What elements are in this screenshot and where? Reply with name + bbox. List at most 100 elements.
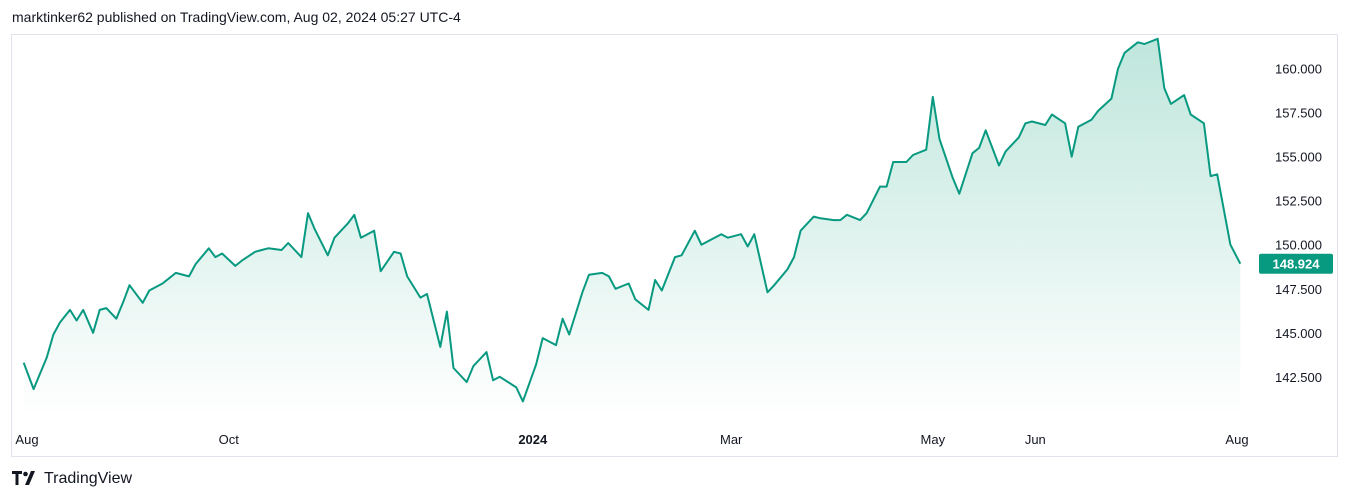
x-tick-label: Aug [15,432,38,447]
data-point [740,233,742,235]
data-point [221,253,223,255]
data-point [334,237,336,239]
data-point [1051,114,1053,116]
data-point [958,193,960,195]
data-point [1183,94,1185,96]
x-tick-label: Mar [720,432,743,447]
data-point [234,265,236,267]
data-point [59,321,61,323]
data-point [148,290,150,292]
data-point [634,298,636,300]
data-point [353,214,355,216]
data-point [115,318,117,320]
y-tick-label: 142.500 [1275,370,1322,385]
data-point [681,254,683,256]
data-point [439,346,441,348]
data-point [1124,52,1126,54]
data-point [406,275,408,277]
data-point [932,96,934,98]
data-point [886,186,888,188]
data-point [466,381,468,383]
x-tick-label: 2024 [518,432,548,447]
tradingview-footer[interactable]: TradingView [12,470,132,488]
data-point [767,291,769,293]
data-point [214,256,216,258]
data-point [373,230,375,232]
data-point [786,268,788,270]
data-point [499,376,501,378]
data-point [555,344,557,346]
x-tick-label: Oct [219,432,240,447]
data-point [1044,124,1046,126]
data-point [105,307,107,309]
data-point [1143,43,1145,45]
data-point [661,290,663,292]
data-point [608,275,610,277]
data-point [492,379,494,381]
chart-frame [11,34,1338,457]
data-point [360,237,362,239]
data-point [426,293,428,295]
data-point [1018,136,1020,138]
data-point [208,247,210,249]
data-point [327,254,329,256]
data-point [314,228,316,230]
data-point [700,244,702,246]
price-line [22,37,1242,403]
data-point [833,219,835,221]
data-point [142,302,144,304]
data-point [1110,98,1112,100]
data-point [727,237,729,239]
data-point [859,219,861,221]
data-point [648,309,650,311]
data-point [562,318,564,320]
data-point [522,400,524,402]
data-point [453,367,455,369]
data-point [46,356,48,358]
data-point [694,230,696,232]
data-point [393,251,395,253]
data-point [99,309,101,311]
data-point [615,288,617,290]
data-point [472,365,474,367]
data-point [380,270,382,272]
data-point [905,161,907,163]
data-point [1077,126,1079,128]
data-point [446,311,448,313]
published-info: marktinker62 published on TradingView.co… [12,9,461,25]
data-point [1091,119,1093,121]
data-point [122,302,124,304]
data-point [261,249,263,251]
last-price-badge [1259,253,1333,274]
data-point [978,147,980,149]
y-tick-label: 160.000 [1275,62,1322,77]
data-point [819,217,821,219]
data-point [747,246,749,248]
data-point [753,233,755,235]
data-point [1024,122,1026,124]
data-point [33,388,35,390]
data-point [76,320,78,322]
y-tick-label: 150.000 [1275,238,1322,253]
data-point [892,161,894,163]
data-point [674,256,676,258]
y-tick-label: 157.500 [1275,106,1322,121]
data-point [1031,121,1033,123]
brand-name: TradingView [44,470,133,487]
data-point [1117,68,1119,70]
data-point [1229,244,1231,246]
data-point [654,279,656,281]
data-point [952,177,954,179]
data-point [879,186,881,188]
data-point [162,283,164,285]
data-point [1157,38,1159,40]
data-point [1210,175,1212,177]
y-tick-label: 152.500 [1275,194,1322,209]
price-area-fill [23,38,1241,419]
data-point [707,240,709,242]
data-point [912,154,914,156]
data-point [998,165,1000,167]
data-point [588,274,590,276]
data-point [1064,122,1066,124]
